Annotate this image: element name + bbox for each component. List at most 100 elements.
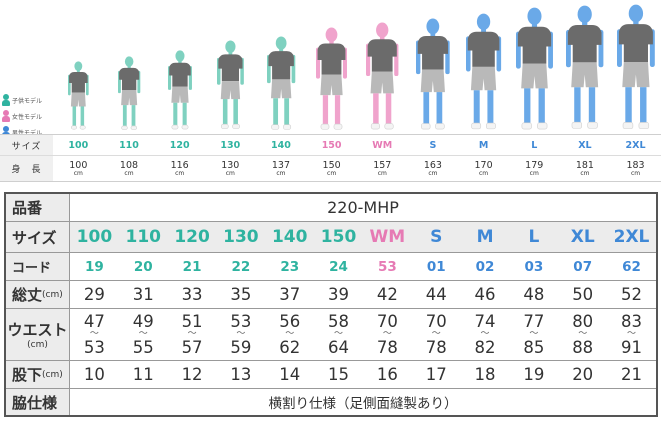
waist-range-tilde: 〜 — [382, 329, 392, 339]
inseam-cell: 12 — [181, 365, 203, 384]
legend-label: 女性モデル — [12, 113, 43, 121]
waist-cell: 77 〜 85 — [509, 309, 558, 360]
waist-min: 49 — [132, 312, 154, 331]
legend-label: 子供モデル — [12, 97, 43, 105]
size-spec-table: 品番 220-MHP サイズ 100 110 120 130 140 150 WM S M L XL… — [4, 192, 658, 417]
waist-range-tilde: 〜 — [187, 329, 197, 339]
waist-max: 62 — [279, 338, 301, 357]
code-row: コード 19 20 21 22 23 24 53 01 02 03 07 62 — [6, 253, 656, 281]
model-height-value: 108 — [119, 160, 139, 171]
model-height-cell: 130 cm — [205, 156, 256, 181]
side-spec-row: 脇仕様 横割り仕様（足側面縫製あり） — [6, 389, 656, 415]
length-cell: 37 — [279, 285, 301, 304]
waist-range-tilde: 〜 — [89, 329, 99, 339]
model-height-value: 100 — [69, 160, 88, 171]
waist-min: 74 — [474, 312, 496, 331]
length-cell: 48 — [523, 285, 545, 304]
model-figure — [616, 4, 655, 130]
model-height-header: 身 長 — [0, 156, 53, 181]
waist-max: 82 — [474, 338, 496, 357]
model-legend: 子供モデル 女性モデル 男性モデル — [2, 92, 42, 140]
model-height-value: 130 — [221, 160, 240, 171]
model-height-unit: cm — [225, 170, 235, 177]
size-cell: 140 — [271, 227, 308, 247]
length-cell: 39 — [328, 285, 350, 304]
waist-min: 77 — [523, 312, 545, 331]
inseam-cell: 17 — [425, 365, 447, 384]
model-figure — [366, 22, 399, 130]
code-cell: 02 — [475, 258, 495, 275]
waist-range-tilde: 〜 — [334, 329, 344, 339]
model-height-value: 170 — [474, 160, 493, 171]
side-spec-header: 脇仕様 — [6, 389, 70, 415]
size-cell: 100 — [76, 227, 113, 247]
inseam-cell: 18 — [474, 365, 496, 384]
model-height-cell: 163 cm — [408, 156, 459, 181]
model-size-cell: S — [429, 139, 437, 151]
length-label: 総丈 — [12, 286, 43, 304]
length-unit: (cm) — [42, 289, 63, 300]
waist-range-tilde: 〜 — [627, 329, 637, 339]
model-height-value: 181 — [575, 160, 594, 171]
waist-range-tilde: 〜 — [480, 329, 490, 339]
model-height-value: 179 — [525, 160, 544, 171]
inseam-cell: 19 — [523, 365, 545, 384]
code-cell: 19 — [85, 258, 104, 275]
waist-min: 53 — [230, 312, 252, 331]
model-height-cell: 150 cm — [306, 156, 357, 181]
model-figure — [566, 5, 604, 130]
model-height-unit: cm — [276, 170, 286, 177]
model-size-cell: 150 — [321, 139, 342, 151]
length-cell: 33 — [181, 285, 203, 304]
product-code: 220-MHP — [327, 198, 399, 217]
size-cell: 2XL — [613, 227, 650, 247]
model-height-cell: 170 cm — [458, 156, 509, 181]
code-cell: 24 — [329, 258, 348, 275]
model-height-unit: cm — [175, 170, 185, 177]
model-height-value: 137 — [271, 160, 291, 171]
model-height-value: 163 — [423, 160, 442, 171]
waist-cell: 74 〜 82 — [461, 309, 510, 360]
model-size-cell: L — [531, 139, 538, 151]
model-height-cell: 108 cm — [104, 156, 155, 181]
model-figure — [515, 7, 553, 130]
waist-cell: 49 〜 55 — [119, 309, 168, 360]
model-figure — [216, 40, 244, 130]
model-height-cell: 183 cm — [610, 156, 661, 181]
waist-label: ウエスト — [7, 321, 68, 339]
model-height-value: 157 — [373, 160, 392, 171]
model-figure — [416, 18, 450, 130]
model-height-cell: 100 cm — [53, 156, 104, 181]
size-cell: M — [476, 227, 494, 247]
size-cell: XL — [570, 227, 595, 247]
waist-max: 78 — [376, 338, 398, 357]
length-cell: 46 — [474, 285, 496, 304]
waist-min: 83 — [621, 312, 643, 331]
model-height-value: 150 — [322, 160, 341, 171]
waist-range-tilde: 〜 — [529, 329, 539, 339]
legend-label: 男性モデル — [12, 129, 43, 137]
waist-min: 70 — [425, 312, 447, 331]
model-size-cell: WM — [372, 139, 393, 151]
code-cell: 62 — [622, 258, 641, 275]
model-height-value: 183 — [626, 160, 645, 171]
model-figure — [68, 61, 89, 130]
inseam-cell: 11 — [132, 365, 154, 384]
model-height-cell: 116 cm — [154, 156, 205, 181]
waist-max: 91 — [621, 338, 643, 357]
waist-range-tilde: 〜 — [431, 329, 441, 339]
inseam-cell: 10 — [83, 365, 105, 384]
legend-item-women: 女性モデル — [2, 108, 42, 124]
inseam-cell: 16 — [376, 365, 398, 384]
model-figure — [466, 13, 502, 130]
model-figure — [266, 36, 296, 130]
code-cell: 22 — [231, 258, 251, 275]
size-row: サイズ 100 110 120 130 140 150 WM S M L XL 2XL — [6, 222, 656, 253]
inseam-cell: 20 — [572, 365, 594, 384]
person-icon — [2, 94, 10, 106]
waist-header: ウエスト (cm) — [6, 309, 70, 360]
person-icon — [2, 110, 10, 122]
model-height-unit: cm — [377, 170, 387, 177]
waist-cell: 83 〜 91 — [607, 309, 656, 360]
